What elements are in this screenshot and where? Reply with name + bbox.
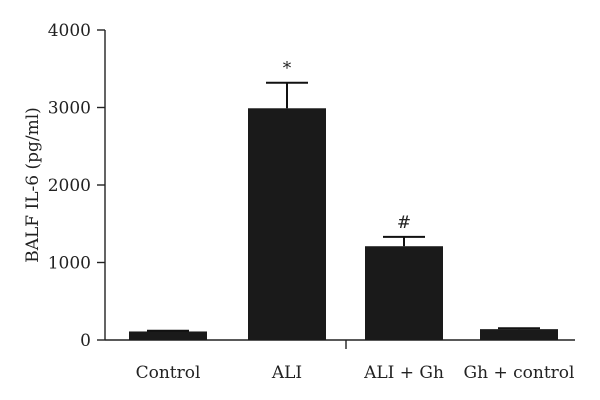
y-axis: 0 1000 2000 3000 4000 xyxy=(48,21,106,351)
y-tick-label: 3000 xyxy=(48,99,91,119)
bar xyxy=(129,331,207,340)
bars: *# xyxy=(129,59,558,341)
significance-marker: * xyxy=(283,59,292,79)
x-labels: Control ALI ALI + Gh Gh + control xyxy=(136,363,575,383)
y-tick-label: 4000 xyxy=(48,21,91,41)
y-tick-label: 1000 xyxy=(48,254,91,274)
y-ticks: 0 1000 2000 3000 4000 xyxy=(48,21,105,351)
bar xyxy=(480,329,558,340)
y-tick-label: 2000 xyxy=(48,176,91,196)
y-tick-label: 0 xyxy=(80,331,91,351)
y-axis-title: BALF IL-6 (pg/ml) xyxy=(23,107,43,263)
x-tick-label: ALI + Gh xyxy=(363,363,444,383)
bar xyxy=(365,246,443,340)
x-tick-label: Gh + control xyxy=(464,363,575,383)
x-tick-label: Control xyxy=(136,363,201,383)
x-tick-label: ALI xyxy=(271,363,302,383)
x-axis xyxy=(105,339,575,349)
significance-marker: # xyxy=(397,213,411,233)
bar xyxy=(248,108,326,341)
